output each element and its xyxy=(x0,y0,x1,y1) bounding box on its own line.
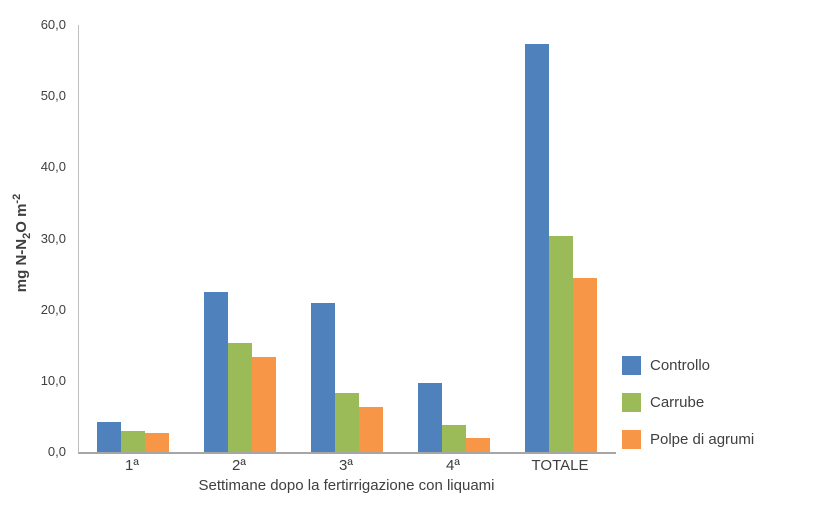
bar-controllo-4 xyxy=(418,382,442,452)
bar-carrube-3 xyxy=(335,392,359,452)
legend-item-controllo: Controllo xyxy=(622,347,754,384)
x-tick-label: TOTALE xyxy=(531,457,589,474)
x-tick-label: 3ª xyxy=(339,457,353,474)
plot-area xyxy=(78,25,616,454)
y-tick-label: 20,0 xyxy=(40,301,66,317)
y-tick-label: 40,0 xyxy=(40,159,66,175)
y-axis-title-pre: mg N-N xyxy=(13,238,30,293)
y-tick-label: 60,0 xyxy=(40,17,66,32)
y-axis-title-mid: O m xyxy=(13,203,30,233)
bar-controllo-1 xyxy=(97,422,121,452)
bar-carrube-2 xyxy=(228,343,252,452)
bar-polpe-di-agrumi-3 xyxy=(359,407,383,452)
legend-item-carrube: Carrube xyxy=(622,384,754,421)
legend: Controllo Carrube Polpe di agrumi xyxy=(622,347,754,458)
legend-label: Polpe di agrumi xyxy=(650,431,755,448)
x-axis-title: Settimane dopo la fertirrigazione con li… xyxy=(198,477,495,494)
legend-swatch-icon xyxy=(622,393,641,412)
legend-swatch-icon xyxy=(622,430,641,449)
x-tick-label: 4ª xyxy=(446,457,460,474)
bar-polpe-di-agrumi-4 xyxy=(466,437,490,452)
bar-controllo-3 xyxy=(311,302,335,452)
y-axis-title-sup: -2 xyxy=(11,193,23,204)
bar-polpe-di-agrumi-1 xyxy=(145,432,169,452)
bar-carrube-1 xyxy=(121,430,145,452)
y-tick-label: 30,0 xyxy=(40,230,66,246)
y-tick-label: 10,0 xyxy=(40,372,66,388)
bar-polpe-di-agrumi-5 xyxy=(573,278,597,452)
bar-carrube-4 xyxy=(442,424,466,452)
legend-label: Carrube xyxy=(650,394,705,411)
x-tick-label: 1ª xyxy=(125,457,139,474)
bar-polpe-di-agrumi-2 xyxy=(252,356,276,452)
bar-carrube-5 xyxy=(549,235,573,452)
legend-label: Controllo xyxy=(650,357,711,374)
bar-controllo-5 xyxy=(525,44,549,452)
x-tick-label: 2ª xyxy=(232,457,246,474)
legend-swatch-icon xyxy=(622,356,641,375)
y-tick-label: 50,0 xyxy=(40,88,66,104)
legend-item-polpe-di-agrumi: Polpe di agrumi xyxy=(622,421,754,458)
bar-controllo-2 xyxy=(204,291,228,452)
y-tick-label: 0,0 xyxy=(47,444,66,459)
